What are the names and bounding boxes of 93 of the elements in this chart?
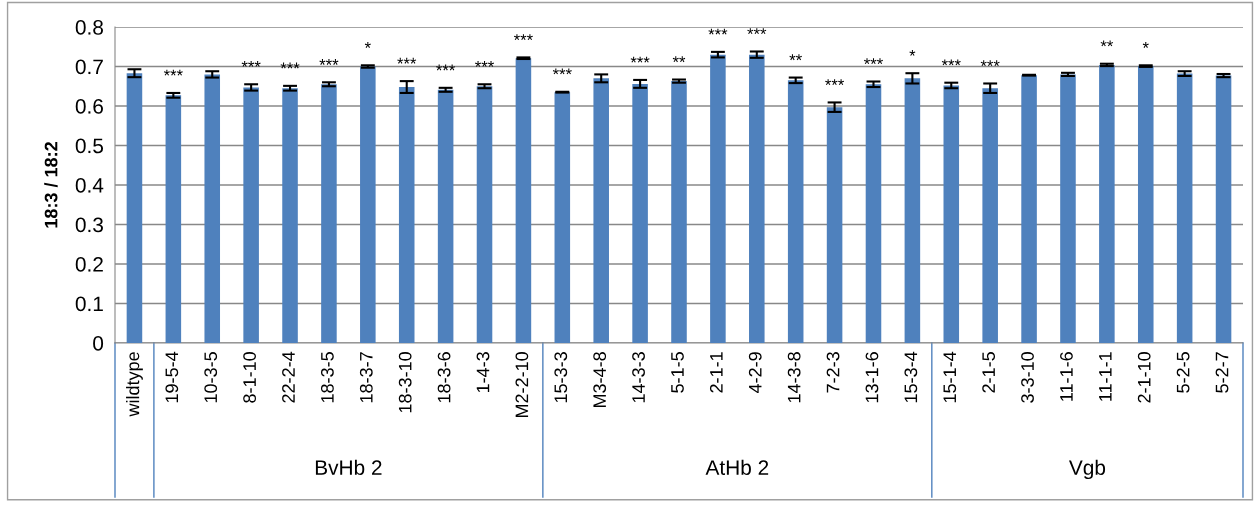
- x-tick-label: 15-3-3: [554, 352, 568, 403]
- x-tick-label: 10-3-5: [204, 352, 218, 403]
- x-tick-label: 14-3-3: [632, 352, 645, 403]
- bar: [554, 92, 571, 343]
- x-tick-label: 3-3-10: [1021, 352, 1034, 403]
- bar: [749, 54, 765, 343]
- text: BvHb 2: [315, 459, 382, 475]
- bar: [1137, 66, 1154, 343]
- bar: [515, 58, 532, 343]
- x-tick-label: 11-1-6: [1060, 352, 1073, 401]
- x-tick-label: 8-1-10: [243, 352, 256, 403]
- data-label: ***: [280, 62, 300, 69]
- x-tick-label: 15-3-4: [904, 351, 918, 403]
- y-tick-label: 0.5: [75, 138, 104, 154]
- x-tick-label: 19-5-4: [165, 351, 179, 403]
- y-tick-label: 0: [93, 336, 104, 351]
- data-label: ***: [864, 58, 883, 65]
- x-tick-label: 22-2-4: [282, 351, 295, 403]
- y-tick-label: 0.8: [75, 20, 103, 35]
- x-tick-label: 5-2-5: [1176, 352, 1190, 393]
- data-label: **: [1100, 40, 1114, 47]
- bar: [1176, 73, 1193, 343]
- y-tick-label: 0.2: [75, 257, 103, 272]
- data-label: ***: [397, 57, 417, 64]
- data-label: *: [909, 49, 916, 56]
- data-label: ***: [319, 59, 339, 65]
- data-label: ***: [941, 59, 961, 66]
- bar: [904, 78, 921, 343]
- x-tick-label: 13-1-6: [865, 352, 879, 403]
- bar: [1021, 75, 1037, 343]
- x-tick-label: 15-1-4: [943, 351, 957, 403]
- x-tick-label: 5-1-5: [671, 352, 684, 393]
- y-axis-title: 18:3 / 18:2: [44, 142, 58, 228]
- x-tick-label: 2-1-5: [982, 352, 996, 393]
- text: Vgb: [1068, 459, 1106, 480]
- data-label: ***: [630, 56, 650, 63]
- data-label: ***: [513, 34, 533, 41]
- data-label: ***: [708, 28, 728, 35]
- x-tick-label: 14-3-8: [787, 352, 801, 403]
- bar: [126, 73, 143, 343]
- data-label: *: [1142, 42, 1149, 48]
- bar: [632, 83, 648, 343]
- x-tick-label: wildtype: [126, 352, 143, 417]
- bar: [476, 86, 493, 343]
- bar: [1099, 64, 1115, 343]
- x-tick-label: 7-2-3: [826, 352, 840, 393]
- x-tick-label: 18-3-5: [320, 352, 334, 403]
- data-label: ***: [163, 69, 183, 76]
- bar: [671, 81, 687, 343]
- bar: [1215, 75, 1232, 343]
- y-tick-label: 0.7: [75, 59, 103, 75]
- bar: [710, 54, 726, 343]
- data-label: *: [364, 42, 371, 48]
- bar: [982, 88, 998, 343]
- bar: [321, 84, 337, 343]
- data-label: **: [789, 54, 802, 61]
- bar: [243, 87, 259, 343]
- data-label: ***: [747, 28, 767, 35]
- x-tick-label: 11-1-1: [1099, 352, 1112, 401]
- bar: [204, 74, 221, 343]
- bar: [787, 80, 804, 343]
- data-label: ***: [241, 61, 261, 67]
- x-tick-label: 2-1-1: [709, 352, 723, 393]
- x-tick-label: 18-3-6: [437, 352, 451, 403]
- bar: [593, 78, 609, 343]
- x-tick-label: 5-2-7: [1215, 352, 1229, 393]
- bar: [943, 85, 960, 343]
- bar: [282, 88, 298, 343]
- data-label: ***: [825, 79, 845, 86]
- y-tick-label: 0.1: [75, 296, 103, 312]
- data-label: ***: [436, 64, 456, 71]
- y-tick-label: 0.6: [75, 99, 103, 114]
- data-label: ***: [475, 61, 494, 67]
- x-tick-label: M3-4-8: [593, 352, 607, 408]
- y-tick-label: 0.4: [75, 178, 104, 193]
- bar: [865, 84, 882, 343]
- x-tick-label: 1-4-3: [476, 352, 490, 393]
- text: AtHb 2: [705, 459, 769, 475]
- bar: [165, 95, 182, 343]
- x-tick-label: M2-2-10: [515, 352, 529, 418]
- x-tick-label: 18-3-10: [398, 352, 412, 413]
- bar: [360, 66, 376, 343]
- bar: [398, 87, 415, 343]
- data-label: ***: [552, 68, 572, 75]
- bar: [826, 107, 843, 343]
- bar: [1060, 74, 1076, 343]
- x-tick-label: 4-2-9: [748, 352, 762, 394]
- x-tick-label: 2-1-10: [1137, 352, 1151, 403]
- data-label: **: [672, 56, 686, 63]
- x-tick-label: 18-3-7: [359, 352, 373, 403]
- y-tick-label: 0.3: [75, 217, 103, 233]
- bar: [437, 89, 454, 343]
- data-label: ***: [980, 60, 1000, 67]
